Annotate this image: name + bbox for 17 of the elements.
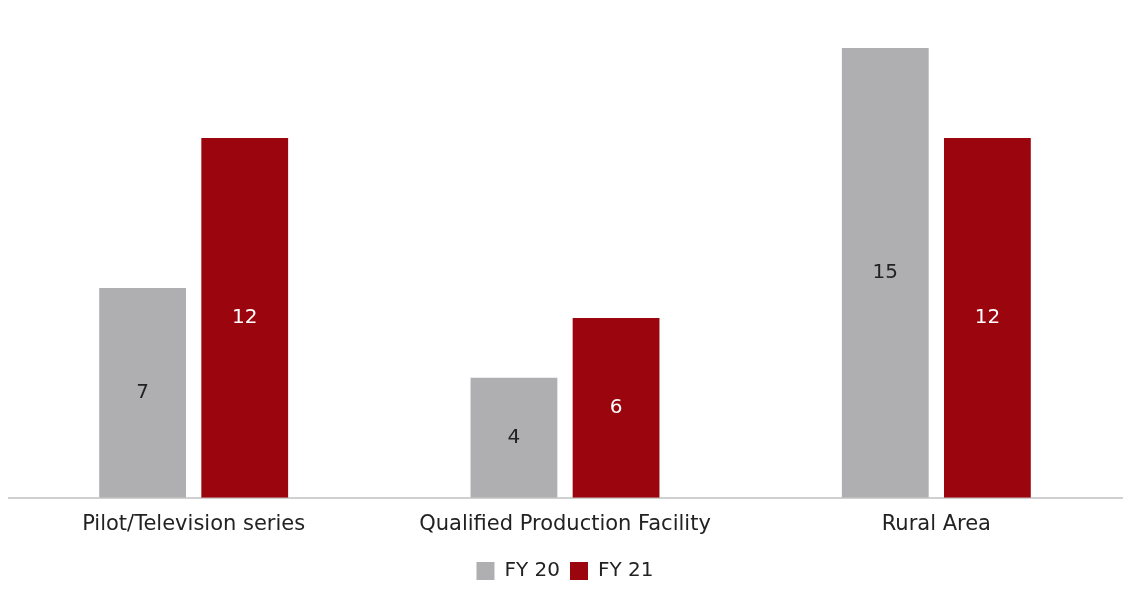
- data-label: 15: [872, 259, 898, 284]
- data-label: 7: [136, 379, 149, 404]
- data-label: 6: [609, 394, 623, 419]
- bar: [943, 137, 1031, 498]
- legend-label: FY 20: [504, 557, 560, 582]
- bar: [470, 377, 558, 498]
- bar: [201, 137, 289, 498]
- bar: [841, 47, 929, 498]
- x-tick-label: Rural Area: [881, 510, 991, 535]
- x-tick-label: Pilot/Television series: [82, 510, 306, 535]
- data-label: 12: [974, 304, 1001, 329]
- bar: [99, 287, 187, 498]
- bar: [572, 317, 660, 498]
- legend-label: FY 21: [598, 557, 654, 582]
- x-tick-label: Qualified Production Facility: [419, 510, 711, 535]
- data-label: 12: [232, 304, 258, 329]
- data-label: 4: [507, 424, 521, 449]
